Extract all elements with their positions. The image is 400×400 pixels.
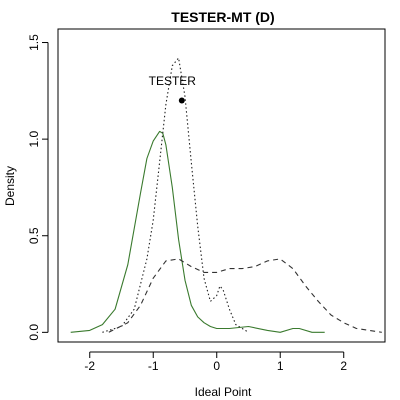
y-tick-label: 1.0 — [27, 130, 41, 147]
x-tick-label: 2 — [340, 359, 347, 373]
x-axis-label: Ideal Point — [195, 385, 252, 399]
tester-point — [178, 97, 185, 104]
x-tick-label: 1 — [277, 359, 284, 373]
density-curve-dotted — [102, 57, 249, 333]
y-tick-label: 0.0 — [27, 324, 41, 341]
x-axis: -2 -1 0 1 2 — [84, 351, 347, 373]
y-tick-label: 1.5 — [27, 34, 41, 51]
series-layer — [70, 57, 382, 333]
x-tick-label: 0 — [213, 359, 220, 373]
y-axis-label: Density — [3, 166, 17, 206]
y-tick-label: 0.5 — [27, 227, 41, 244]
density-curve-solid — [70, 130, 325, 333]
x-tick-label: -1 — [148, 359, 159, 373]
y-axis: 0.0 0.5 1.0 1.5 — [27, 34, 49, 341]
chart-title: TESTER-MT (D) — [171, 9, 274, 25]
x-tick-label: -2 — [84, 359, 95, 373]
plot-frame — [57, 28, 386, 343]
density-curve-dashed — [108, 258, 382, 333]
annotation-label: TESTER — [149, 74, 197, 88]
annotation-layer: TESTER — [149, 74, 197, 104]
